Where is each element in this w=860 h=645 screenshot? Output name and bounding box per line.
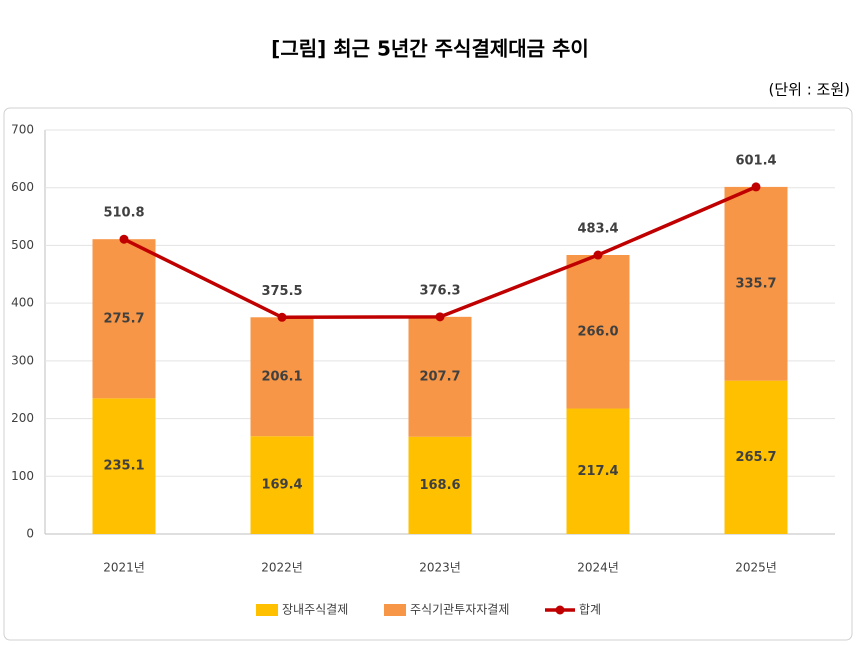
unit-note: (단위 : 조원) [769, 81, 851, 99]
bar-segment [92, 239, 156, 399]
total-point [751, 182, 761, 192]
total-point [277, 312, 287, 322]
bar-segment [566, 408, 630, 534]
x-tick-label: 2021년 [103, 561, 145, 575]
data-label: 266.0 [577, 324, 618, 339]
data-label: 376.3 [419, 283, 460, 298]
bar-segment [566, 255, 630, 409]
bar-segment [92, 398, 156, 534]
data-label: 275.7 [103, 311, 144, 326]
total-point [593, 250, 603, 260]
x-tick-label: 2023년 [419, 561, 461, 575]
y-tick-label: 700 [11, 123, 34, 137]
y-tick-label: 0 [26, 527, 34, 541]
x-tick-label: 2024년 [577, 561, 619, 575]
legend-label: 장내주식결제 [282, 603, 348, 617]
y-tick-label: 300 [11, 353, 34, 367]
chart-title: [그림] 최근 5년간 주식결제대금 추이 [271, 37, 589, 61]
y-tick-label: 200 [11, 411, 34, 425]
y-tick-label: 400 [11, 296, 34, 310]
legend-label: 합계 [579, 603, 601, 617]
legend-marker [555, 605, 565, 615]
data-label: 235.1 [103, 459, 144, 474]
data-label: 217.4 [577, 464, 618, 479]
legend-swatch [384, 604, 406, 616]
bar-segment [250, 436, 314, 534]
data-label: 335.7 [735, 276, 776, 291]
y-tick-label: 600 [11, 180, 34, 194]
data-label: 375.5 [261, 284, 302, 299]
total-point [435, 312, 445, 322]
data-label: 510.8 [103, 206, 144, 221]
data-label: 483.4 [577, 222, 618, 237]
data-label: 168.6 [419, 478, 460, 493]
legend-swatch [256, 604, 278, 616]
bar-segment [408, 316, 472, 437]
total-point [119, 234, 129, 244]
y-tick-label: 500 [11, 238, 34, 252]
data-label: 207.7 [419, 369, 460, 384]
y-tick-label: 100 [11, 469, 34, 483]
data-label: 265.7 [735, 450, 776, 465]
bar-segment [724, 186, 788, 381]
x-tick-label: 2025년 [735, 561, 777, 575]
data-label: 601.4 [735, 153, 776, 168]
data-label: 169.4 [261, 478, 302, 493]
bar-segment [250, 317, 314, 437]
legend-label: 주식기관투자자결제 [410, 603, 509, 617]
data-label: 206.1 [261, 369, 302, 384]
x-tick-label: 2022년 [261, 561, 303, 575]
bar-segment [408, 436, 472, 534]
bar-segment [724, 380, 788, 534]
